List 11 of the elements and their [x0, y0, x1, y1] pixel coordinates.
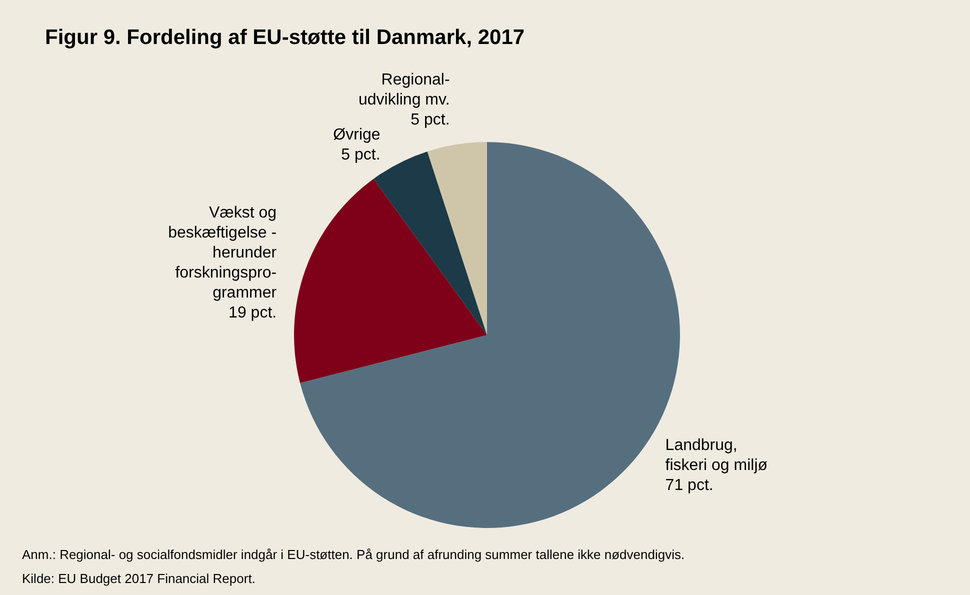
- chart-title: Figur 9. Fordeling af EU-støtte til Danmark, 2017: [45, 26, 525, 49]
- slice-label: Vækst og beskæftigelse - herunder forskningspro- grammer: [168, 204, 278, 302]
- slice-label: Regional- udvikling mv.: [358, 71, 450, 108]
- text: Anm.: Regional- og socialfondsmidler indgår i EU-støtten. På grund af afrunding summer tallene ikke nødvendigvis.: [22, 547, 685, 562]
- data-label: 19 pct.: [228, 304, 277, 322]
- data-label: 5 pct.: [410, 111, 450, 128]
- text: Kilde: EU Budget 2017 Financial Report.: [22, 571, 256, 586]
- slice-label: Landbrug, fiskeri og miljø: [665, 437, 768, 474]
- data-label: 5 pct.: [341, 146, 380, 164]
- slice-label: Øvrige: [333, 126, 380, 144]
- data-label: 71 pct.: [665, 477, 714, 494]
